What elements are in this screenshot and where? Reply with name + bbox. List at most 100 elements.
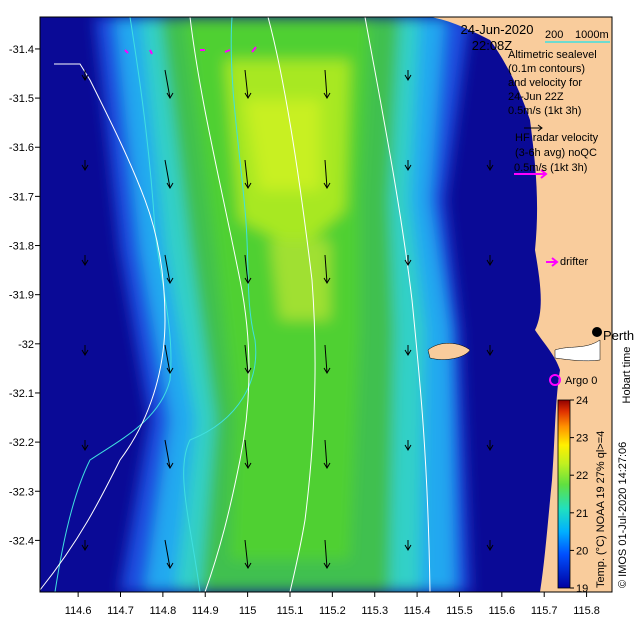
velocity-arrow-icon: [164, 439, 174, 469]
velocity-arrow-icon: [244, 539, 252, 569]
y-tick-label: -31.8: [9, 241, 34, 253]
x-tick-label: 114.8: [150, 605, 177, 617]
sealevel-contour-1: [40, 63, 166, 591]
swan-river: [554, 339, 601, 362]
x-tick-label: 115.3: [361, 605, 388, 617]
velocity-arrow-icon: [323, 69, 331, 99]
y-tick-label: -32.1: [9, 388, 34, 400]
sealevel-contour-2: [189, 17, 250, 592]
drifter-label: drifter: [560, 256, 588, 268]
colorbar-tick-label: 21: [576, 508, 588, 520]
velocity-arrow-icon: [164, 539, 174, 569]
alt-line-4: 24-Jun 22Z: [508, 91, 564, 103]
colorbar-ticks: 19 20 21 22 23 24: [570, 395, 588, 595]
velocity-arrow-icon: [404, 70, 412, 81]
x-tick-label: 115.5: [446, 605, 473, 617]
header-date: 24-Jun-2020: [461, 22, 534, 37]
x-tick-label: 114.7: [107, 605, 134, 617]
velocity-arrow-icon: [164, 344, 174, 374]
x-tick-label: 115.8: [573, 605, 600, 617]
sst-field: [95, 17, 470, 592]
y-tick-label: -32.4: [9, 535, 34, 547]
sealevel-contour-3: [267, 17, 316, 592]
velocity-arrow-icon: [81, 70, 89, 81]
alt-line-2: (0.1m contours): [508, 63, 585, 75]
rottnest-island: [427, 343, 471, 360]
argo-label: Argo 0: [565, 375, 597, 387]
colorbar-tick-label: 24: [576, 395, 588, 407]
x-tick-label: 115.4: [404, 605, 431, 617]
y-tick-label: -31.7: [9, 191, 34, 203]
velocity-arrow-icon: [404, 255, 412, 266]
plot-area: [40, 17, 612, 592]
y-tick-label: -31.5: [9, 93, 34, 105]
colorbar-title: Temp. (°C) NOAA 19 27% ql>=4: [595, 431, 607, 588]
alt-scale-arrow-icon: [524, 124, 543, 132]
velocity-arrow-icon: [486, 540, 494, 551]
alt-line-1: Altimetric sealevel: [508, 49, 597, 61]
plot-frame: [39, 16, 613, 593]
y-axis: -31.4 -31.5 -31.6 -31.7 -31.8 -31.9 -32 -32.1 -3…: [9, 44, 40, 547]
velocity-arrow-icon: [244, 439, 252, 469]
hf-scale-arrow-icon: [514, 169, 548, 179]
altimetry-legend: Altimetric sealevel (0.1m contours) and …: [508, 49, 597, 132]
velocity-arrow-icon: [244, 254, 252, 284]
velocity-arrow-icon: [81, 440, 89, 451]
velocity-arrow-icon: [486, 255, 494, 266]
velocity-arrow-icon: [404, 160, 412, 171]
colorbar-tick-label: 23: [576, 433, 588, 445]
x-tick-label: 114.6: [65, 605, 92, 617]
x-tick-label: 115: [239, 605, 257, 617]
velocity-arrow-icon: [404, 540, 412, 551]
alt-line-3: and velocity for: [508, 77, 582, 89]
hf-line-2: (3-6h avg) noQC: [515, 147, 597, 159]
hf-legend: HF radar velocity (3-6h avg) noQC 0.5m/s…: [514, 132, 599, 179]
hf-radar-marks: [124, 46, 257, 55]
header-time: 22:08Z: [472, 38, 513, 53]
hf-line-3: 0.5m/s (1kt 3h): [514, 162, 587, 174]
y-tick-label: -32.3: [9, 486, 34, 498]
x-axis: 114.6 114.7 114.8 114.9 115 115.1 115.2 115.3 11…: [65, 592, 600, 617]
isobath-200: [183, 17, 257, 592]
y-tick-label: -31.9: [9, 290, 34, 302]
velocity-arrow-icon: [323, 344, 331, 374]
argo-icon: [549, 374, 561, 386]
colorbar: [557, 399, 571, 589]
y-tick-label: -32.2: [9, 437, 34, 449]
velocity-arrow-icon: [164, 69, 174, 99]
hobart-time-label: Hobart time: [621, 347, 633, 404]
colorbar-tick-label: 22: [576, 470, 588, 482]
velocity-arrow-icon: [164, 159, 174, 189]
sealevel-contour-4: [364, 17, 431, 592]
velocity-arrow-icon: [404, 345, 412, 356]
colorbar-tick-label: 19: [576, 583, 588, 595]
y-tick-label: -31.4: [9, 44, 34, 56]
velocity-arrow-icon: [164, 254, 174, 284]
velocity-arrow-icon: [323, 439, 331, 469]
bathy-1000-label: 1000m: [575, 29, 609, 41]
velocity-arrow-icon: [244, 159, 252, 189]
x-tick-label: 115.6: [488, 605, 515, 617]
velocity-arrow-icon: [81, 345, 89, 356]
isobath-1000: [54, 17, 172, 592]
velocity-arrow-icon: [486, 160, 494, 171]
colorbar-tick-label: 20: [576, 545, 588, 557]
velocity-arrow-icon: [323, 159, 331, 189]
velocity-arrow-icon: [323, 539, 331, 569]
velocity-arrow-icon: [81, 160, 89, 171]
bathy-200-label: 200: [545, 29, 563, 41]
velocity-arrow-icon: [323, 254, 331, 284]
x-tick-label: 114.9: [192, 605, 219, 617]
velocity-arrow-icon: [486, 440, 494, 451]
hf-line-1: HF radar velocity: [515, 132, 599, 144]
alt-line-5: 0.5m/s (1kt 3h): [508, 105, 581, 117]
velocity-arrow-icon: [81, 255, 89, 266]
perth-label: Perth: [603, 328, 634, 343]
velocity-arrow-icon: [244, 344, 252, 374]
credit-label: © IMOS 01-Jul-2020 14:27:06: [617, 442, 629, 588]
velocity-arrow-icon: [404, 440, 412, 451]
velocity-arrow-icon: [244, 69, 252, 99]
velocity-arrow-icon: [486, 345, 494, 356]
x-tick-label: 115.7: [531, 605, 558, 617]
